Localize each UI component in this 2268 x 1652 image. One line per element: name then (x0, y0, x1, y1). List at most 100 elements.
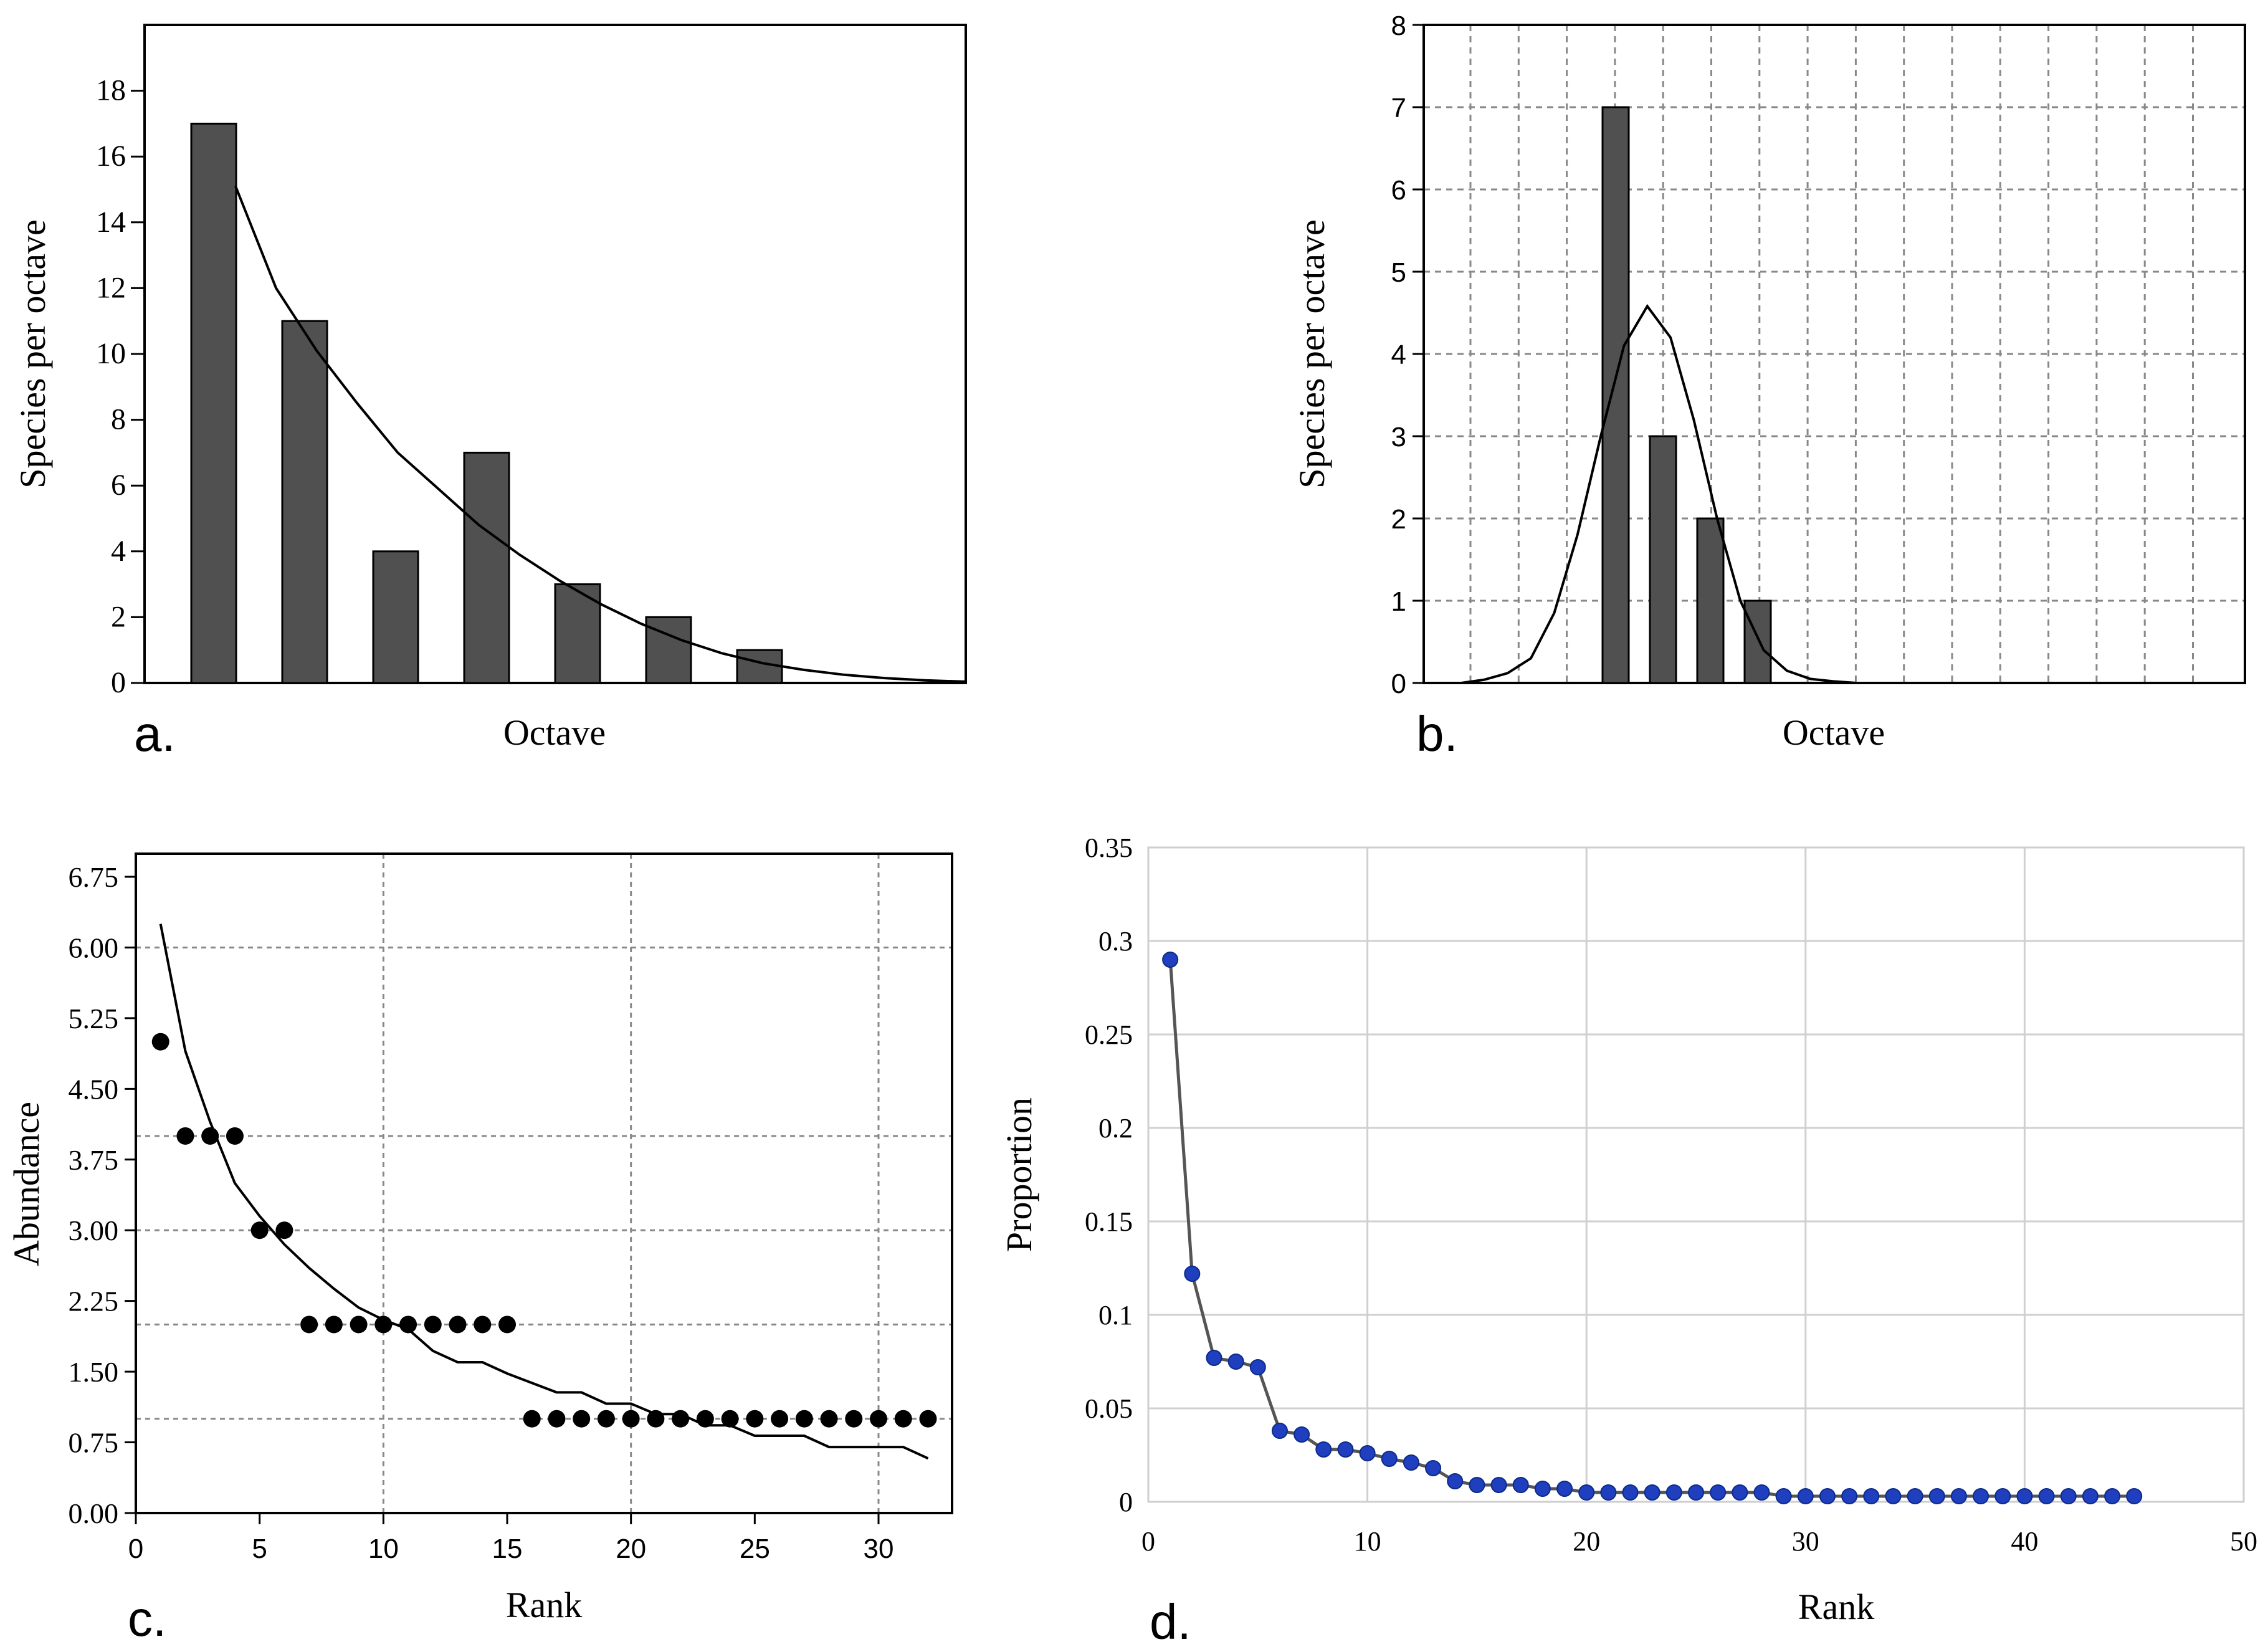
chart-a-ylabel: Species per octave (12, 219, 53, 489)
chart-d-point (1556, 1481, 1573, 1497)
chart-b-ytick-label: 4 (1391, 340, 1406, 370)
chart-b-panel-label: b. (1416, 706, 1458, 762)
chart-d-point (1534, 1481, 1551, 1497)
chart-d-point (2126, 1488, 2143, 1504)
chart-a-bar (463, 451, 510, 684)
chart-c-ytick-label: 3.00 (69, 1215, 119, 1246)
chart-d-point (1271, 1423, 1288, 1439)
chart-d-point (1184, 1266, 1201, 1282)
chart-b-ytick-label: 5 (1391, 257, 1406, 288)
chart-c-xtick-label: 10 (368, 1534, 399, 1564)
chart-b: 0 1 2 3 4 5 6 7 8 Octave Species per octave b. (1292, 11, 2246, 762)
chart-c-xtick-label: 25 (740, 1534, 770, 1564)
chart-d-point (2038, 1488, 2055, 1504)
chart-b-ytick-label: 1 (1391, 586, 1406, 617)
chart-b-ytick-label: 0 (1391, 669, 1406, 699)
chart-c-point (548, 1410, 566, 1428)
chart-d-point (1841, 1488, 1858, 1504)
chart-c-ytick-label: 2.25 (69, 1286, 119, 1317)
chart-d-point (1359, 1445, 1376, 1461)
chart-d-ytick-label: 0.25 (1085, 1019, 1133, 1050)
chart-d-point (1797, 1488, 1814, 1504)
chart-c-point (870, 1410, 887, 1428)
chart-c-ytick-label: 3.75 (69, 1144, 119, 1176)
chart-b-bar (1649, 435, 1677, 684)
chart-c-frame (135, 852, 953, 1514)
chart-d-point (1622, 1484, 1639, 1501)
chart-d-point (1644, 1484, 1660, 1501)
chart-b-fit-curve (1460, 303, 2206, 684)
chart-d-ytick-label: 0.35 (1085, 833, 1133, 863)
chart-a-bar (645, 616, 692, 684)
chart-c-point (449, 1315, 467, 1334)
chart-c-point (919, 1410, 937, 1428)
chart-a-bar (372, 550, 419, 684)
chart-c-ytick-label: 6.75 (69, 861, 119, 893)
chart-d-point (1819, 1488, 1836, 1504)
chart-c-point (201, 1127, 219, 1145)
chart-d-point (1490, 1477, 1507, 1493)
chart-a-ytick-label: 18 (96, 74, 126, 107)
chart-d-ytick-label: 0.15 (1085, 1206, 1133, 1237)
chart-d-point (1907, 1488, 1923, 1504)
chart-d-point (1403, 1454, 1419, 1471)
chart-d-xtick-label: 10 (1354, 1526, 1381, 1557)
chart-c-point (622, 1410, 640, 1428)
chart-a-ytick-label: 8 (111, 403, 126, 436)
chart-c-xtick-label: 0 (128, 1534, 143, 1564)
chart-a-xlabel: Octave (503, 712, 606, 753)
chart-a-panel-label: a. (134, 706, 176, 762)
chart-d-point (1162, 952, 1179, 968)
chart-b-ytick-label: 3 (1391, 422, 1406, 452)
chart-a-bar (190, 122, 237, 684)
chart-d-point (1688, 1484, 1704, 1501)
chart-c-xtick-label: 5 (252, 1534, 267, 1564)
chart-c-point (250, 1221, 269, 1239)
chart-d-point (1381, 1451, 1398, 1467)
chart-c-point (151, 1033, 169, 1051)
chart-d-point (1775, 1488, 1792, 1504)
chart-c-point (647, 1410, 665, 1428)
chart-a-ytick-label: 12 (96, 271, 126, 304)
chart-d-point (2082, 1488, 2099, 1504)
chart-c-point (672, 1410, 690, 1428)
chart-c-point (845, 1410, 863, 1428)
chart-c-point (746, 1410, 764, 1428)
chart-c-point (597, 1410, 615, 1428)
chart-c-point (573, 1410, 591, 1428)
chart-d-series-line (1168, 959, 2135, 1498)
chart-c-point (498, 1315, 516, 1334)
chart-c-point (523, 1410, 541, 1428)
chart-c-xtick-label: 15 (492, 1534, 523, 1564)
chart-b-ylabel: Species per octave (1292, 219, 1332, 489)
chart-c-ytick-label: 0.00 (69, 1497, 119, 1529)
chart-c-point (300, 1315, 318, 1334)
chart-a-ytick-label: 0 (111, 666, 126, 699)
chart-a-ytick-label: 14 (96, 206, 126, 239)
chart-d-point (1337, 1441, 1354, 1458)
chart-a-bar (281, 320, 328, 684)
chart-d-point (1469, 1477, 1485, 1493)
chart-c-point (399, 1315, 417, 1334)
chart-b-bar (1696, 517, 1725, 684)
chart-d-point (1994, 1488, 2011, 1504)
chart-c-point (275, 1221, 293, 1239)
chart-d-point (1950, 1488, 1967, 1504)
chart-d-ytick-label: 0.05 (1085, 1393, 1133, 1424)
chart-c-point (424, 1315, 442, 1334)
chart-d-panel-label: d. (1150, 1594, 1191, 1650)
chart-c-ytick-label: 4.50 (69, 1073, 119, 1105)
chart-d-ytick-label: 0.3 (1098, 926, 1133, 957)
chart-d-point (1753, 1484, 1770, 1501)
chart-d-point (1249, 1359, 1266, 1375)
chart-d-point (1885, 1488, 1902, 1504)
chart-c-ytick-label: 0.75 (69, 1427, 119, 1459)
chart-b-ytick-label: 8 (1391, 11, 1406, 41)
chart-d-point (1863, 1488, 1880, 1504)
chart-c-xtick-label: 30 (864, 1534, 894, 1564)
chart-d-point (1315, 1441, 1332, 1458)
chart-d-point (1973, 1488, 1989, 1504)
chart-d-xtick-label: 40 (2011, 1526, 2038, 1557)
chart-d-point (1227, 1354, 1244, 1370)
